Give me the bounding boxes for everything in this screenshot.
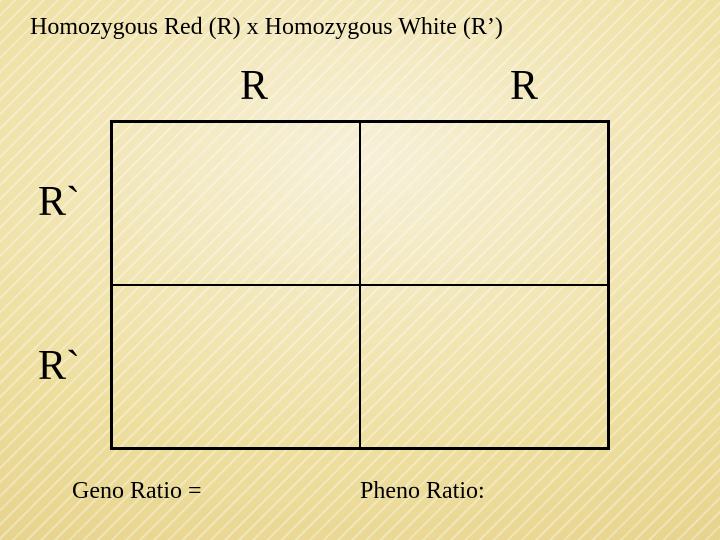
geno-ratio-label: Geno Ratio =: [72, 478, 202, 505]
cell-0-1: [360, 122, 608, 285]
cell-1-1: [360, 285, 608, 448]
slide-content: Homozygous Red (R) x Homozygous White (R…: [0, 0, 720, 540]
row-label-1: R`: [38, 178, 80, 226]
punnett-square: [110, 120, 610, 450]
column-label-2: R: [510, 62, 538, 110]
pheno-ratio-label: Pheno Ratio:: [360, 478, 485, 505]
cell-1-0: [112, 285, 360, 448]
column-label-1: R: [240, 62, 268, 110]
cell-0-0: [112, 122, 360, 285]
cross-title: Homozygous Red (R) x Homozygous White (R…: [30, 14, 503, 41]
row-label-2: R`: [38, 342, 80, 390]
